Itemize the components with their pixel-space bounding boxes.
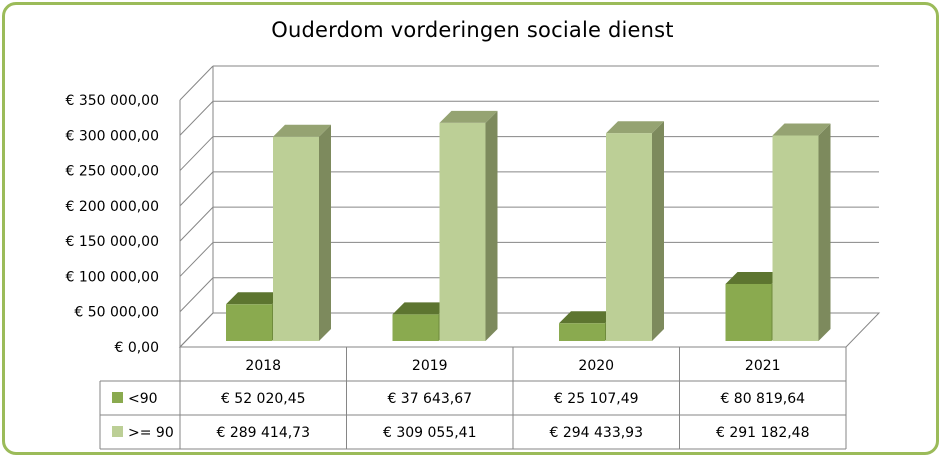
- bar-side: [485, 110, 498, 342]
- legend-label: >= 90: [128, 425, 174, 441]
- bar: [772, 135, 819, 341]
- side-gridline: [179, 206, 214, 242]
- data-label: € 291 182,48: [716, 425, 810, 441]
- side-gridline: [179, 277, 214, 313]
- x-category-label: 2019: [412, 358, 448, 374]
- bar-top: [559, 311, 617, 324]
- y-tick-label: € 200 000,00: [65, 199, 159, 215]
- bar: [392, 314, 439, 341]
- legend-swatch: [112, 426, 123, 437]
- bar-top: [392, 302, 451, 315]
- side-gridline: [179, 136, 214, 171]
- y-tick-label: € 50 000,00: [74, 305, 159, 321]
- y-tick-label: € 250 000,00: [65, 164, 159, 180]
- data-label: € 309 055,41: [383, 425, 477, 441]
- bar-top: [439, 110, 498, 123]
- y-tick-label: € 100 000,00: [65, 269, 159, 285]
- side-gridline: [179, 242, 214, 277]
- bar: [559, 323, 605, 341]
- data-label: € 294 433,93: [549, 425, 643, 441]
- bar-top: [725, 271, 784, 284]
- y-tick-label: € 350 000,00: [65, 93, 159, 109]
- legend-swatch: [112, 392, 123, 403]
- y-tick-label: € 300 000,00: [65, 128, 159, 144]
- data-label: € 80 819,64: [720, 391, 805, 407]
- bar: [606, 133, 652, 341]
- data-label: € 52 020,45: [221, 391, 306, 407]
- bar: [439, 122, 486, 342]
- x-category-label: 2021: [745, 358, 781, 374]
- side-gridline: [179, 100, 214, 136]
- y-tick-label: € 0,00: [114, 340, 159, 356]
- bar-top: [273, 124, 331, 137]
- bar-top: [226, 292, 284, 305]
- bar: [725, 283, 772, 341]
- x-category-label: 2018: [245, 358, 281, 374]
- bar-top: [772, 123, 831, 136]
- x-category-label: 2020: [578, 358, 614, 374]
- legend-label: <90: [128, 391, 158, 407]
- side-gridline: [179, 65, 214, 101]
- data-label: € 37 643,67: [387, 391, 472, 407]
- bar-side: [319, 124, 331, 341]
- y-tick-label: € 150 000,00: [65, 234, 159, 250]
- bar-side: [818, 123, 831, 341]
- data-label: € 289 414,73: [216, 425, 310, 441]
- bar-side: [652, 121, 664, 341]
- side-gridline: [179, 171, 214, 207]
- chart-title: Ouderdom vorderingen sociale dienst: [271, 18, 674, 42]
- bar: [273, 136, 319, 341]
- bar: [226, 304, 272, 341]
- bar-top: [606, 121, 664, 134]
- data-label: € 25 107,49: [554, 391, 639, 407]
